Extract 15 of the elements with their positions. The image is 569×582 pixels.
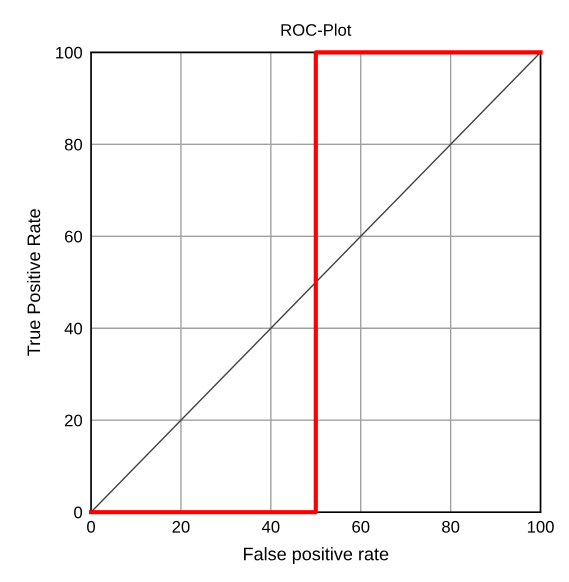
y-axis-title: True Positive Rate [26, 209, 40, 356]
y-tick-label: 80 [64, 138, 82, 151]
y-tick-label: 60 [65, 230, 82, 242]
x-tick-label: 80 [442, 520, 460, 533]
x-tick-label: 100 [528, 520, 554, 533]
x-axis-title: False positive rate [244, 547, 388, 564]
x-tick-label: 40 [262, 520, 280, 533]
y-tick-label: 20 [65, 414, 82, 426]
x-tick-label: 0 [87, 520, 96, 533]
y-tick-label: 100 [56, 46, 82, 59]
x-tick-label: 20 [172, 520, 190, 533]
x-tick-label: 60 [352, 520, 370, 533]
y-tick-label: 0 [74, 506, 82, 518]
chart-title: ROC-Plot [282, 24, 352, 36]
y-tick-label: 40 [64, 322, 82, 334]
